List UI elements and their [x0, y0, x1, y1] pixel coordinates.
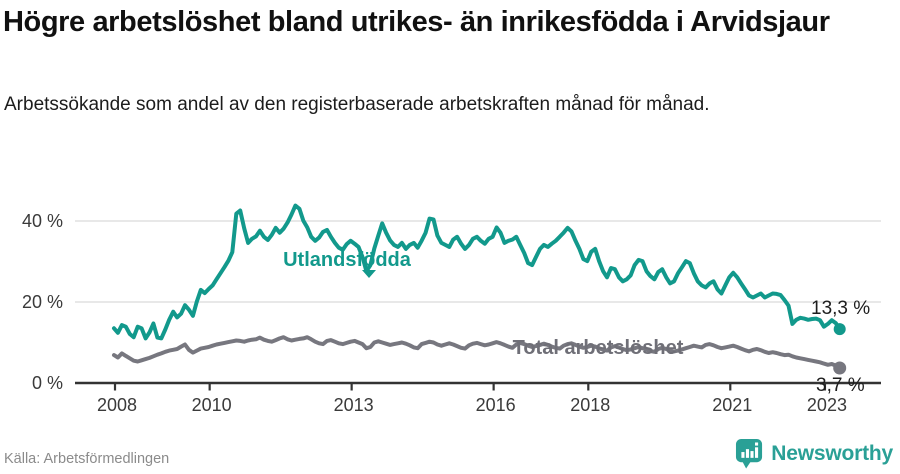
x-tick-label: 2021: [712, 395, 752, 415]
y-tick-label: 0 %: [32, 373, 63, 393]
series-line-0: [112, 203, 842, 341]
series-line-1: [112, 335, 842, 370]
series-label-total-arbetsloshet: Total arbetslöshet: [513, 337, 684, 359]
x-tick-label: 2018: [570, 395, 610, 415]
x-tick-label: 2016: [476, 395, 516, 415]
y-tick-label: 40 %: [22, 211, 63, 231]
series-label-utlandsfodda: Utlandsfödda: [283, 249, 412, 271]
end-dot-1: [833, 361, 847, 375]
source-note: Källa: Arbetsförmedlingen: [4, 451, 170, 467]
x-tick-label: 2013: [334, 395, 374, 415]
newsworthy-logo-icon: [736, 439, 763, 469]
end-value-label-utlandsfodda: 13,3 %: [811, 298, 870, 319]
x-tick-label: 2008: [97, 395, 137, 415]
x-tick-label: 2010: [192, 395, 232, 415]
end-value-label-total: 3,7 %: [816, 375, 865, 396]
x-tick-label: 2023: [807, 395, 847, 415]
chart-title: Högre arbetslöshet bland utrikes- än inr…: [3, 6, 830, 38]
gridlines-layer: 0 % 20 % 40 %: [22, 211, 881, 393]
down-arrow-icon: [362, 270, 376, 278]
axis-layer: 2008 2010 2013 2016 2018 2021 2023: [75, 381, 881, 415]
newsworthy-brand-name: Newsworthy: [771, 441, 893, 465]
y-tick-label: 20 %: [22, 292, 63, 312]
chart-subtitle: Arbetssökande som andel av den registerb…: [4, 94, 710, 115]
newsworthy-brand: Newsworthy: [735, 438, 893, 469]
line-chart: 0 % 20 % 40 % 2008 2010 2013 2016 2018 2021 2023…: [22, 203, 881, 415]
end-dot-0: [833, 323, 846, 336]
series-lines-layer: [112, 203, 847, 375]
